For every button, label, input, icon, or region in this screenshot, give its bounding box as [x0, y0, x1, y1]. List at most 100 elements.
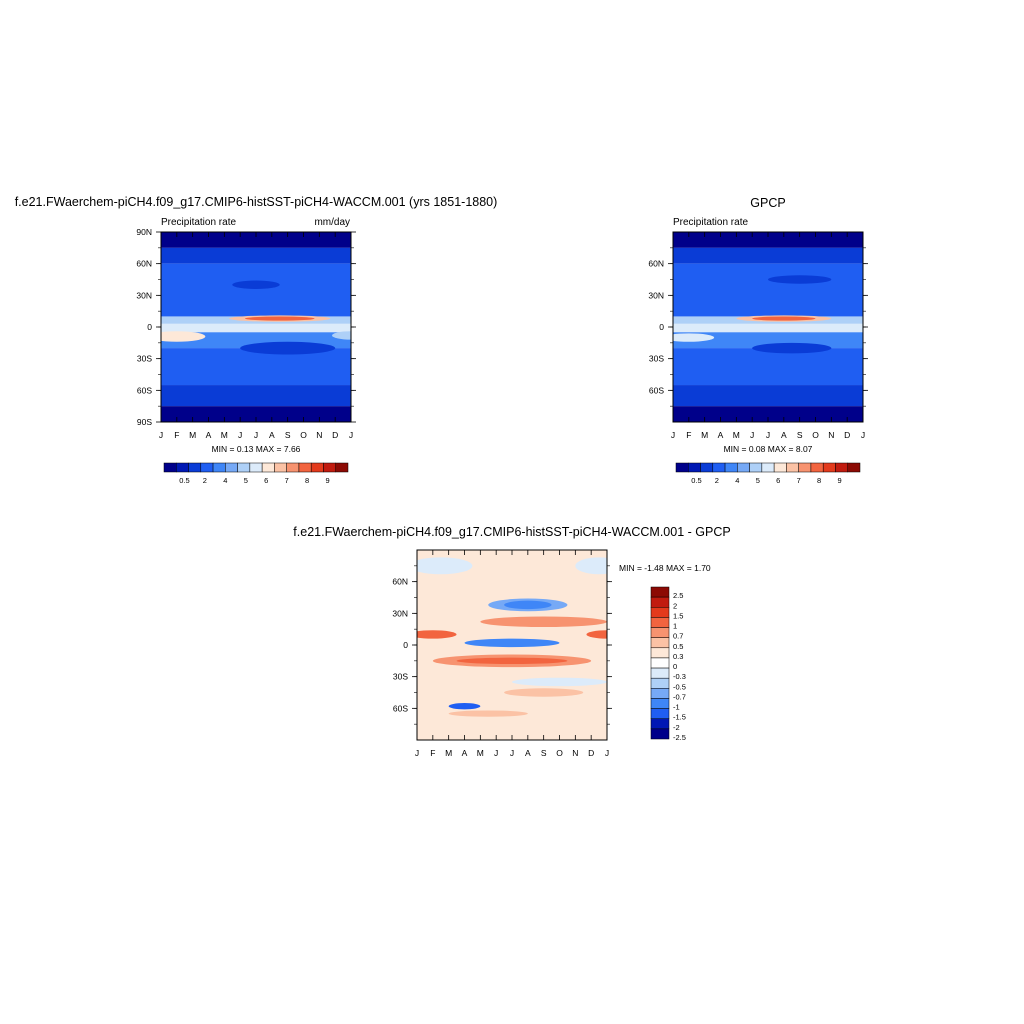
colorbar-cell	[310, 462, 324, 473]
contour-feature-6	[586, 630, 607, 639]
x-tick-label: O	[556, 748, 563, 758]
colorbar-cell	[650, 586, 670, 598]
y-tick-label: 60N	[136, 259, 152, 269]
contour-feature-5	[240, 341, 336, 355]
y-tick-label: 0	[403, 640, 408, 650]
contour-feature-4	[768, 275, 832, 284]
variable-label-left: Precipitation rate	[161, 217, 236, 228]
x-tick-label: S	[541, 748, 547, 758]
contour-feature-5	[417, 630, 457, 639]
colorbar-cell	[650, 627, 670, 638]
colorbar-cell	[650, 617, 670, 628]
contour-feature-1	[575, 557, 607, 575]
panel-title-gpcp: GPCP	[750, 196, 785, 210]
x-tick-label: M	[477, 748, 484, 758]
panel-title-diff: f.e21.FWaerchem-piCH4.f09_g17.CMIP6-hist…	[293, 525, 730, 539]
y-tick-label: 0	[659, 322, 664, 332]
colorbar-label: 5	[756, 476, 760, 485]
x-tick-label: M	[701, 430, 708, 440]
colorbar-label: -0.5	[673, 682, 686, 691]
colorbar-label: 2.5	[673, 591, 683, 600]
colorbar-cell	[650, 657, 670, 669]
colorbar-label: -2	[673, 723, 680, 732]
colorbar-cell	[737, 462, 750, 473]
x-tick-label: J	[494, 748, 498, 758]
y-tick-label: 30S	[393, 672, 408, 682]
y-tick-label: 60S	[649, 385, 664, 395]
colorbar-cell	[225, 462, 238, 473]
y-tick-label: 0	[147, 322, 152, 332]
contour-feature-1	[752, 316, 816, 321]
colorbar-cell	[650, 667, 670, 679]
colorbar-cell	[761, 462, 775, 473]
colorbar-label: 6	[776, 476, 780, 485]
x-tick-label: A	[525, 748, 531, 758]
contour-band-6	[673, 348, 863, 386]
contour-feature-2	[673, 333, 715, 342]
y-tick-label: 60S	[393, 703, 408, 713]
x-tick-label: D	[844, 430, 850, 440]
colorbar-cell	[650, 698, 670, 709]
x-tick-label: J	[349, 430, 353, 440]
contour-feature-3	[332, 331, 351, 340]
contour-feature-13	[512, 677, 607, 687]
colorbar-cell	[650, 607, 670, 618]
colorbar-cell	[675, 462, 689, 473]
colorbar-label: 8	[305, 476, 309, 485]
x-tick-label: J	[861, 430, 865, 440]
colorbar-label: 5	[244, 476, 248, 485]
colorbar-label: 0.7	[673, 632, 683, 641]
colorbar-cell	[798, 462, 812, 473]
contour-feature-10	[504, 688, 584, 697]
x-tick-label: M	[221, 430, 228, 440]
colorbar-cell	[786, 462, 799, 473]
contour-band-2	[161, 263, 351, 317]
contour-field	[161, 232, 351, 422]
colorbar-label: 0.3	[673, 652, 683, 661]
colorbar-cell	[176, 462, 189, 473]
contour-band-1	[673, 247, 863, 264]
contour-band-4	[673, 323, 863, 333]
x-tick-label: J	[159, 430, 163, 440]
colorbar-cell	[650, 728, 670, 740]
y-tick-label: 60S	[137, 385, 152, 395]
x-tick-label: A	[269, 430, 275, 440]
colorbar-label: 7	[797, 476, 801, 485]
colorbar-cell	[650, 637, 670, 649]
colorbar-label: -1	[673, 703, 680, 712]
contour-band-7	[161, 385, 351, 407]
colorbar-label: -2.5	[673, 733, 686, 742]
colorbar-cell	[688, 462, 701, 473]
colorbar-cell	[323, 462, 336, 473]
colorbar-cell	[200, 462, 214, 473]
colorbar-cell	[847, 462, 861, 473]
y-tick-label: 30N	[392, 608, 408, 618]
x-tick-label: F	[174, 430, 179, 440]
colorbar-label: 6	[264, 476, 268, 485]
colorbar-cell	[286, 462, 300, 473]
x-tick-label: N	[316, 430, 322, 440]
colorbar-cell	[261, 462, 275, 473]
colorbar-label: -0.3	[673, 672, 686, 681]
colorbar: 2.521.5 10.70.50.30-0.3-0.5-0.7 -1-1.5-2-2…	[650, 586, 686, 742]
colorbar-label: 9	[325, 476, 329, 485]
x-tick-label: J	[766, 430, 770, 440]
contour-field	[417, 550, 607, 740]
colorbar: 0.5 2 4 5 6 7 8 9	[675, 462, 861, 485]
colorbar: 0.5 2 4 5 6 7 8 9	[163, 462, 349, 485]
colorbar-cell	[712, 462, 726, 473]
units-label-left: mm/day	[314, 217, 350, 228]
contour-feature-3	[504, 600, 552, 610]
colorbar-cell	[237, 462, 251, 473]
colorbar-label: 2	[203, 476, 207, 485]
y-tick-label: 30S	[137, 354, 152, 364]
minmax-left: MIN = 0.13 MAX = 7.66	[212, 444, 301, 454]
y-tick-label: 60N	[392, 577, 408, 587]
variable-label-right: Precipitation rate	[673, 217, 748, 228]
contour-feature-12	[448, 710, 528, 717]
contour-band-6	[161, 348, 351, 386]
colorbar-label: 7	[285, 476, 289, 485]
minmax-diff: MIN = -1.48 MAX = 1.70	[619, 563, 711, 573]
